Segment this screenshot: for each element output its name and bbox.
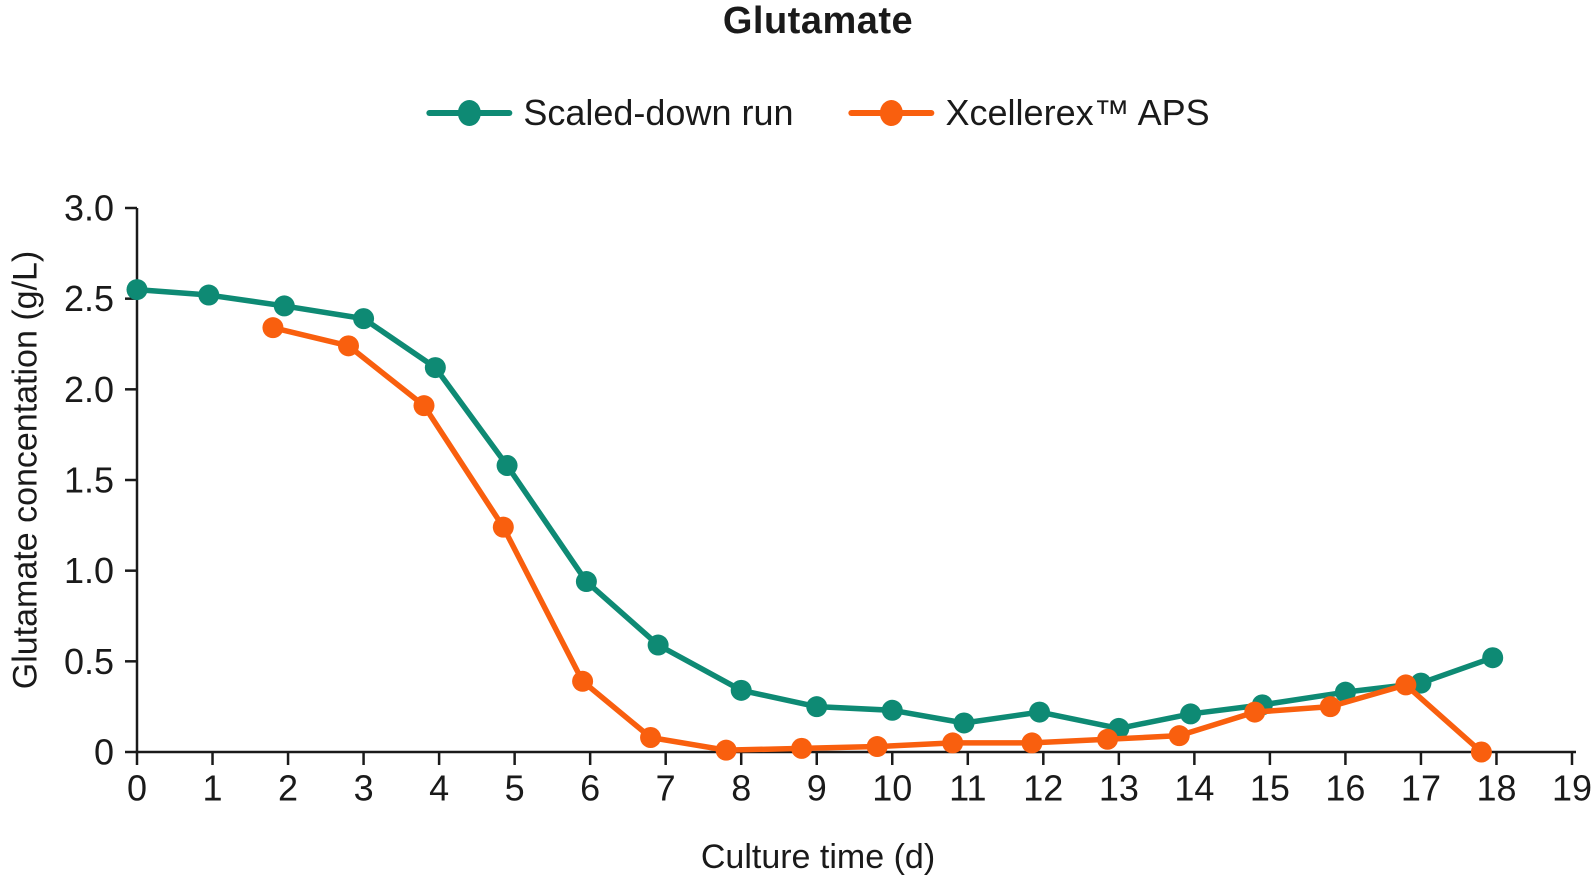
x-tick-label: 14 [1174, 767, 1214, 808]
data-point [1470, 741, 1492, 763]
data-point [1021, 732, 1043, 754]
data-point [572, 670, 594, 692]
legend-dot [457, 100, 481, 126]
legend-item-scaled-down-run: Scaled-down run [426, 92, 794, 134]
data-point [866, 736, 888, 758]
y-tick-label: 0 [94, 732, 114, 773]
data-point [715, 739, 737, 761]
data-point [126, 279, 148, 301]
x-tick-label: 7 [656, 767, 676, 808]
data-point [424, 357, 446, 379]
data-point [806, 696, 828, 718]
data-point [492, 516, 514, 538]
data-point [413, 395, 435, 417]
line-marker-icon [848, 100, 935, 126]
data-point [198, 284, 220, 306]
data-point [1029, 701, 1051, 723]
data-point [1334, 681, 1356, 703]
data-point [1168, 725, 1190, 747]
data-point [953, 712, 975, 734]
legend-label: Scaled-down run [523, 92, 794, 133]
x-tick-label: 9 [807, 767, 827, 808]
x-tick-label: 16 [1325, 767, 1365, 808]
legend-item-xcellerex-aps: Xcellerex™ APS [848, 92, 1210, 134]
x-tick-label: 18 [1476, 767, 1516, 808]
y-tick-label: 2.5 [64, 278, 114, 319]
data-point [262, 317, 284, 339]
y-tick-label: 2.0 [64, 369, 114, 410]
legend: Scaled-down run Xcellerex™ APS [426, 92, 1210, 134]
data-point [273, 295, 295, 317]
data-point [730, 679, 752, 701]
data-point [1244, 701, 1266, 723]
x-tick-label: 12 [1023, 767, 1063, 808]
x-tick-label: 10 [872, 767, 912, 808]
chart-title: Glutamate [722, 0, 914, 42]
data-point [1180, 703, 1202, 725]
line-marker-icon [426, 100, 513, 126]
data-point [1482, 647, 1504, 669]
data-point [337, 335, 359, 357]
data-point [881, 699, 903, 721]
x-tick-label: 5 [505, 767, 525, 808]
data-point [640, 726, 662, 748]
x-tick-label: 13 [1099, 767, 1139, 808]
x-tick-label: 8 [731, 767, 751, 808]
data-point [575, 571, 597, 593]
x-axis-label: Culture time (d) [700, 838, 936, 876]
x-tick-label: 17 [1401, 767, 1441, 808]
series-line-0 [134, 286, 1496, 732]
x-tick-label: 3 [354, 767, 374, 808]
data-point [791, 737, 813, 759]
x-tick-label: 0 [127, 767, 147, 808]
y-tick-label: 0.5 [64, 641, 114, 682]
legend-label: Xcellerex™ APS [945, 92, 1210, 133]
x-tick-label: 4 [429, 767, 449, 808]
x-tick-label: 11 [949, 767, 986, 808]
data-point [496, 454, 518, 476]
x-tick-label: 2 [278, 767, 298, 808]
data-point [647, 634, 669, 656]
legend-dot [880, 100, 904, 126]
data-point [1395, 674, 1417, 696]
y-tick-label: 1.5 [64, 460, 114, 501]
x-tick-label: 1 [203, 767, 223, 808]
x-tick-label: 19 [1552, 767, 1592, 808]
data-point [942, 732, 964, 754]
y-tick-label: 1.0 [64, 550, 114, 591]
x-tick-label: 6 [580, 767, 600, 808]
y-tick-label: 3.0 [64, 188, 114, 229]
data-point [1097, 728, 1119, 750]
y-axis-label: Glutamate concentation (g/L) [6, 250, 45, 690]
x-tick-label: 15 [1250, 767, 1290, 808]
data-point [353, 308, 375, 330]
data-point [1319, 696, 1341, 718]
